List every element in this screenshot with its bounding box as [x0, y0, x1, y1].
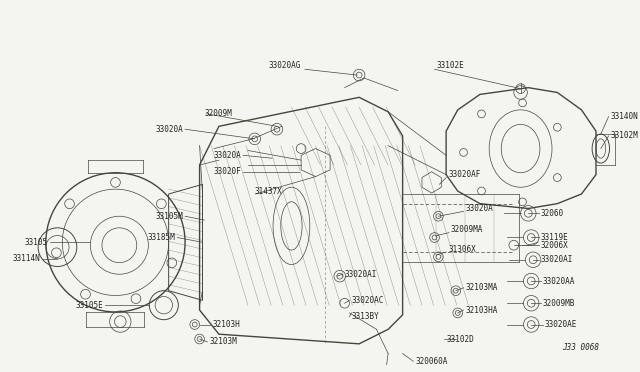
Text: 33020A: 33020A	[465, 204, 493, 213]
Text: 32060: 32060	[541, 209, 564, 218]
Text: 32103MA: 32103MA	[465, 283, 498, 292]
Text: 32103H: 32103H	[212, 320, 240, 329]
Text: 33020A: 33020A	[213, 151, 241, 160]
Text: 32009M: 32009M	[204, 109, 232, 118]
Text: 32006X: 32006X	[541, 241, 568, 250]
Text: 33114N: 33114N	[12, 254, 40, 263]
Text: 33020AF: 33020AF	[448, 170, 481, 179]
Text: 32103HA: 32103HA	[465, 305, 498, 314]
Text: 32009MB: 32009MB	[543, 299, 575, 308]
Text: 33105M: 33105M	[156, 212, 183, 221]
Text: 33020F: 33020F	[213, 167, 241, 176]
Text: 33020A: 33020A	[156, 125, 183, 134]
Text: 33140N: 33140N	[611, 112, 638, 121]
Text: 33020AA: 33020AA	[543, 276, 575, 285]
Text: 33020AI: 33020AI	[344, 270, 377, 279]
Text: 33020AI: 33020AI	[541, 255, 573, 264]
Text: 31306X: 31306X	[448, 245, 476, 254]
Text: 33102E: 33102E	[436, 61, 464, 70]
Text: 33119E: 33119E	[541, 233, 568, 242]
Text: 33020AG: 33020AG	[269, 61, 301, 70]
Text: 33020AC: 33020AC	[351, 296, 384, 305]
Text: J33 0068: J33 0068	[562, 343, 599, 352]
Text: 33102D: 33102D	[446, 334, 474, 343]
Text: 31437X: 31437X	[255, 187, 282, 196]
Text: 33020AE: 33020AE	[545, 320, 577, 329]
Text: 33102M: 33102M	[611, 131, 638, 141]
Text: 33105: 33105	[25, 238, 48, 247]
Text: 33105E: 33105E	[75, 301, 103, 310]
Text: 32009MA: 32009MA	[451, 225, 483, 234]
Text: 33185M: 33185M	[148, 233, 175, 242]
Text: 3313BY: 3313BY	[351, 312, 379, 321]
Text: 320060A: 320060A	[415, 357, 447, 366]
Text: 32103M: 32103M	[209, 337, 237, 346]
